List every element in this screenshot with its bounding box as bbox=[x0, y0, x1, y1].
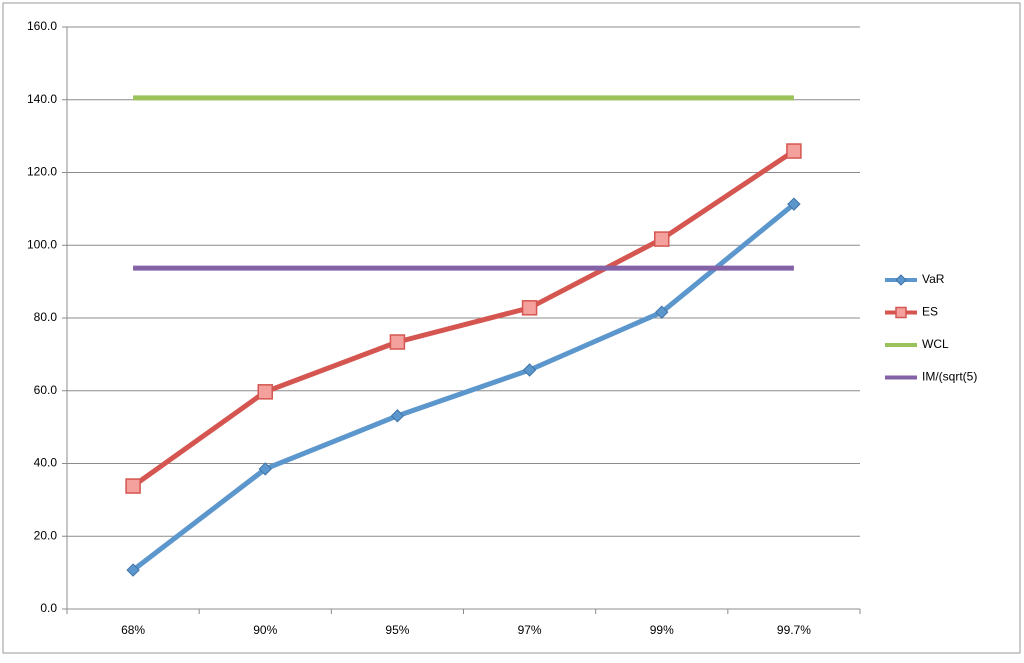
point bbox=[125, 478, 141, 494]
x-tick-label: 68% bbox=[121, 623, 145, 637]
x-tick-label: 95% bbox=[385, 623, 409, 637]
y-tick-label: 140.0 bbox=[27, 92, 57, 106]
y-tick-label: 20.0 bbox=[34, 528, 58, 542]
y-tick-label: 100.0 bbox=[27, 237, 57, 251]
point bbox=[654, 231, 670, 247]
point bbox=[390, 409, 405, 423]
x-tick-label: 90% bbox=[253, 623, 277, 637]
legend-label: VaR bbox=[922, 272, 945, 286]
x-tick-label: 99% bbox=[650, 623, 674, 637]
x-tick-label: 99.7% bbox=[777, 623, 811, 637]
y-tick-label: 80.0 bbox=[34, 310, 58, 324]
legend-label: WCL bbox=[922, 337, 949, 351]
point bbox=[521, 300, 538, 316]
point bbox=[787, 197, 801, 211]
chart-frame bbox=[2, 2, 1021, 654]
legend-label: IM/(sqrt(5) bbox=[922, 370, 977, 384]
y-tick-label: 160.0 bbox=[27, 19, 57, 33]
y-tick-label: 40.0 bbox=[34, 456, 58, 470]
point bbox=[257, 384, 273, 400]
series-line bbox=[131, 202, 796, 573]
legend-marker bbox=[895, 274, 907, 286]
point bbox=[655, 305, 669, 319]
point bbox=[522, 363, 537, 377]
point bbox=[126, 563, 140, 577]
series-line bbox=[131, 148, 796, 489]
y-tick-label: 120.0 bbox=[27, 165, 57, 179]
y-tick-label: 60.0 bbox=[34, 383, 58, 397]
y-tick-label: 0.0 bbox=[40, 601, 57, 615]
point bbox=[786, 143, 802, 159]
legend-label: ES bbox=[922, 305, 938, 319]
legend-marker bbox=[895, 306, 907, 319]
point bbox=[258, 462, 272, 476]
x-tick-label: 97% bbox=[518, 623, 542, 637]
point bbox=[389, 334, 406, 350]
